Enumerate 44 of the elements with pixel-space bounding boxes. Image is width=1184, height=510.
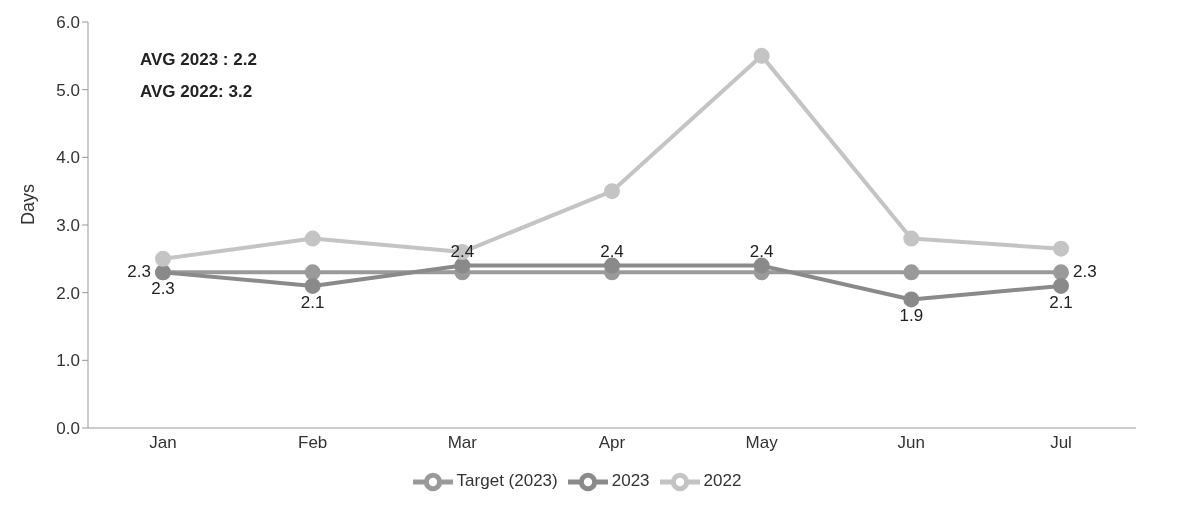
point — [304, 277, 321, 294]
point — [903, 264, 920, 281]
legend-label: 2022 — [703, 471, 742, 491]
y-tick-label: 0.0 — [56, 419, 80, 439]
x-tick-label: Apr — [598, 433, 626, 453]
annotation: AVG 2022: 3.2 — [139, 81, 254, 103]
point — [1053, 240, 1069, 257]
legend-label: Target (2023) — [456, 471, 558, 491]
data-label: 2.4 — [600, 241, 624, 261]
point — [1053, 277, 1069, 294]
data-label: 2.3 — [127, 262, 151, 282]
legend-label: 2023 — [611, 471, 650, 491]
annotation: AVG 2023 : 2.2 — [139, 49, 258, 71]
x-tick-label: May — [745, 433, 779, 453]
data-label: 2.1 — [1049, 292, 1073, 312]
x-tick-label: Feb — [298, 433, 328, 453]
point — [903, 230, 920, 247]
y-tick-label: 2.0 — [56, 283, 80, 303]
point — [753, 257, 770, 274]
point — [753, 47, 770, 64]
y-tick-label: 6.0 — [56, 13, 80, 33]
point — [604, 257, 620, 274]
data-label: 2.3 — [151, 279, 175, 299]
x-tick-label: Mar — [447, 433, 478, 453]
point — [304, 230, 321, 247]
x-tick-label: Jan — [149, 433, 177, 453]
y-tick-label: 1.0 — [56, 351, 80, 371]
y-tick-label: 5.0 — [56, 80, 80, 100]
x-tick-label: Jul — [1050, 433, 1072, 453]
y-tick-label: 3.0 — [56, 216, 80, 236]
x-tick-label: Jun — [897, 433, 926, 453]
data-label: 2.4 — [749, 241, 774, 261]
point — [1053, 264, 1069, 281]
data-label: 2.3 — [1073, 262, 1097, 282]
point — [454, 257, 471, 274]
y-axis-title: Days — [18, 183, 39, 225]
data-label: 2.1 — [300, 292, 325, 312]
y-tick-label: 4.0 — [56, 148, 80, 168]
point — [155, 250, 171, 267]
point — [903, 291, 920, 308]
data-label: 2.4 — [450, 241, 475, 261]
data-label: 1.9 — [899, 306, 924, 326]
point — [304, 264, 321, 281]
point — [604, 183, 620, 200]
